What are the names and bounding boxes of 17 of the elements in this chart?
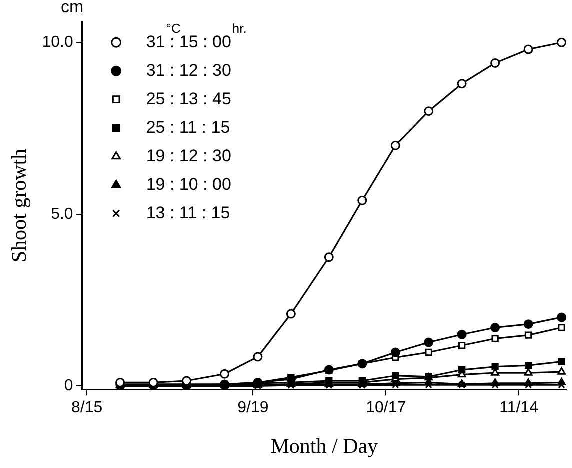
x-tick-label: 11/14 <box>500 400 539 417</box>
x-axis-title: Month / Day <box>270 434 379 458</box>
legend-label: 19 : 12 : 30 <box>146 146 232 166</box>
legend-label: 25 : 13 : 45 <box>146 89 232 108</box>
legend-label: 13 : 11 : 15 <box>146 203 230 222</box>
x-tick-label: 9/19 <box>238 400 269 417</box>
y-tick-label: 10.0 <box>42 34 74 52</box>
annotation: hr. <box>232 21 247 36</box>
x-tick-label: 8/15 <box>72 400 103 417</box>
y-tick-label: 0 <box>64 378 74 395</box>
legend-label: 31 : 12 : 30 <box>146 60 232 80</box>
text: cm <box>61 0 84 17</box>
y-tick-label: 5.0 <box>51 206 74 223</box>
x-tick-label: 10/17 <box>366 400 406 417</box>
legend-label: 19 : 10 : 00 <box>146 174 232 194</box>
legend-label: 25 : 11 : 15 <box>146 118 230 137</box>
y-axis-title: Shoot growth <box>7 148 32 263</box>
